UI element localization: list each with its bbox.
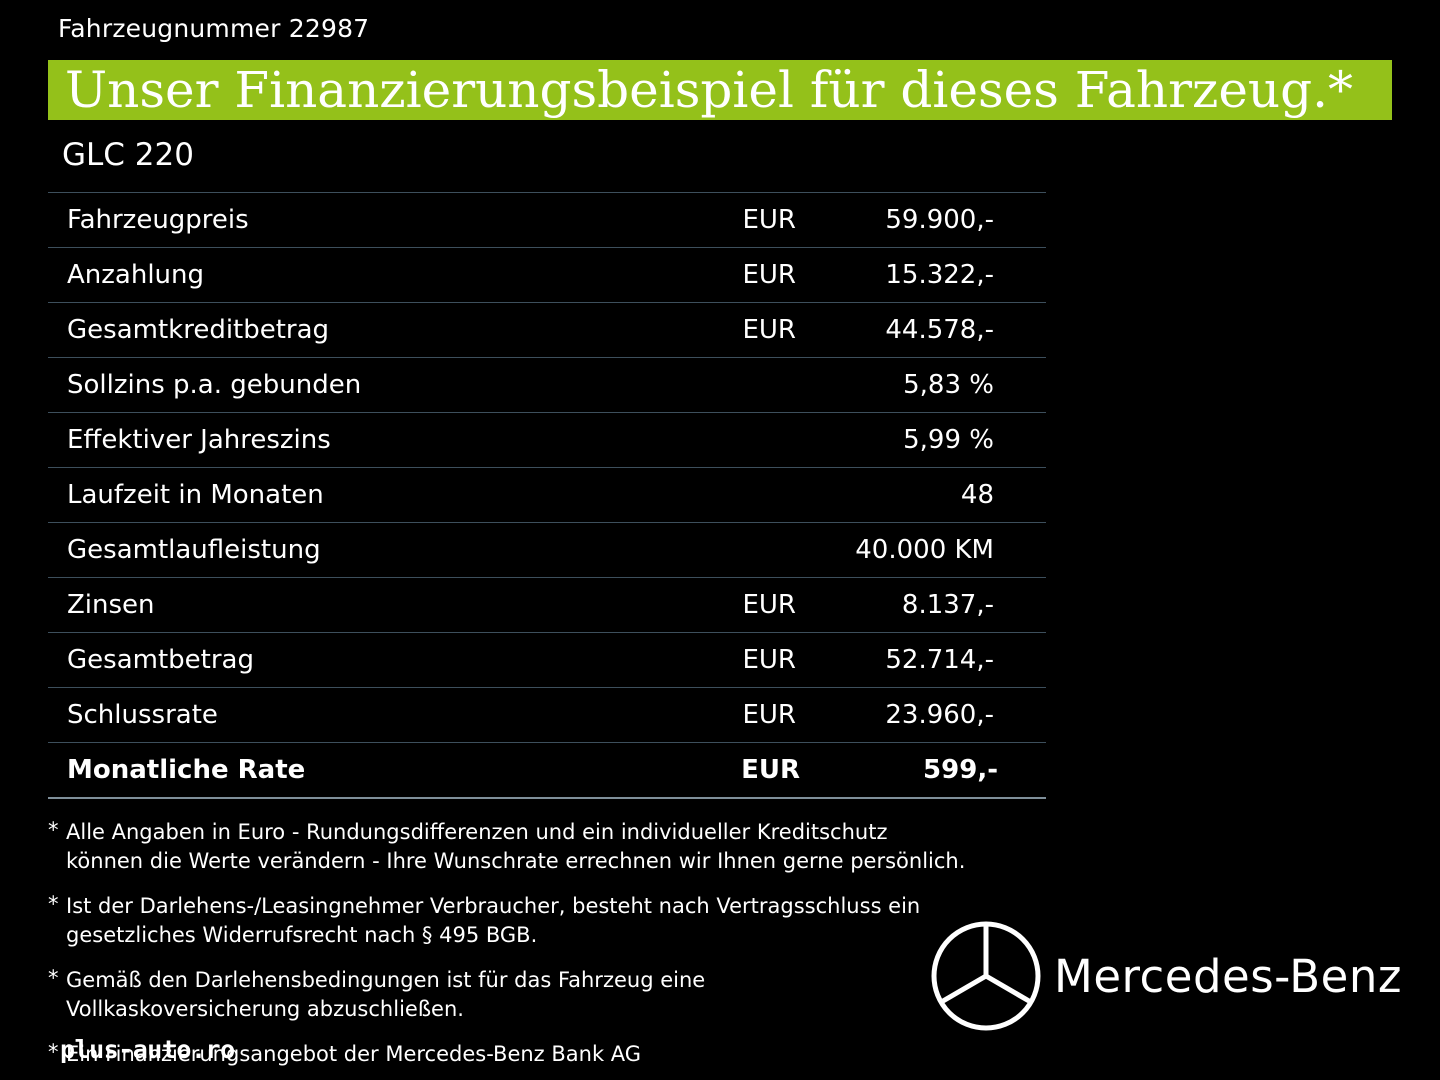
footnote-line-2: können die Werte verändern - Ihre Wunsch…: [66, 848, 966, 873]
footnote-line-2: gesetzliches Widerrufsrecht nach § 495 B…: [66, 922, 538, 947]
row-value: 5,83 %: [903, 370, 994, 400]
footnote-marker: *: [48, 818, 59, 842]
table-row: Zinsen EUR 8.137,-: [48, 578, 1046, 633]
row-value: 48: [960, 480, 994, 510]
row-label: Fahrzeugpreis: [67, 205, 249, 235]
table-row: Fahrzeugpreis EUR 59.900,-: [48, 192, 1046, 248]
financing-table: Fahrzeugpreis EUR 59.900,- Anzahlung EUR…: [48, 192, 1046, 799]
row-value: 599,-: [923, 755, 998, 785]
watermark: plus-auto.ro: [60, 1035, 235, 1064]
footnote-item: * Ein Finanzierungsangebot der Mercedes-…: [48, 1040, 1028, 1069]
row-label: Anzahlung: [67, 260, 205, 290]
row-value: 59.900,-: [885, 205, 994, 235]
table-row: Gesamtkreditbetrag EUR 44.578,-: [48, 303, 1046, 358]
row-value: 44.578,-: [885, 315, 994, 345]
row-label: Schlussrate: [67, 700, 218, 730]
row-value: 40.000 KM: [855, 535, 994, 565]
row-currency: EUR: [742, 315, 796, 345]
table-row: Laufzeit in Monaten 48: [48, 468, 1046, 523]
footnotes: * Alle Angaben in Euro - Rundungsdiffere…: [48, 818, 1028, 1069]
footnote-marker: *: [48, 965, 59, 990]
headline-banner: Unser Finanzierungsbeispiel für dieses F…: [48, 60, 1392, 120]
footnote-item: * Gemäß den Darlehensbedingungen ist für…: [48, 966, 1028, 1024]
table-row: Anzahlung EUR 15.322,-: [48, 248, 1046, 303]
row-value: 52.714,-: [885, 645, 994, 675]
brand-logo: Mercedes-Benz: [930, 920, 1402, 1032]
footnote-marker: *: [48, 891, 59, 916]
footnote-line-2: Vollkaskoversicherung abzuschließen.: [66, 996, 464, 1021]
row-label: Sollzins p.a. gebunden: [67, 370, 362, 400]
row-currency: EUR: [742, 260, 796, 290]
row-currency: EUR: [742, 645, 796, 675]
footnote-text: Ein Finanzierungsangebot der Mercedes-Be…: [66, 1040, 641, 1069]
footnote-line-1: Ist der Darlehens-/Leasingnehmer Verbrau…: [66, 893, 921, 918]
row-value: 5,99 %: [903, 425, 994, 455]
row-label: Gesamtkreditbetrag: [67, 315, 330, 345]
row-currency: EUR: [742, 700, 796, 730]
table-row: Sollzins p.a. gebunden 5,83 %: [48, 358, 1046, 413]
footnote-line-1: Gemäß den Darlehensbedingungen ist für d…: [66, 967, 706, 992]
model-name: GLC 220: [62, 137, 194, 173]
table-row: Gesamtbetrag EUR 52.714,-: [48, 633, 1046, 688]
row-value: 23.960,-: [885, 700, 994, 730]
footnote-text: Ist der Darlehens-/Leasingnehmer Verbrau…: [66, 892, 920, 950]
row-label: Gesamtlaufleistung: [67, 535, 321, 565]
footnote-item: * Alle Angaben in Euro - Rundungsdiffere…: [48, 818, 1028, 876]
row-currency: EUR: [742, 590, 796, 620]
row-label: Gesamtbetrag: [67, 645, 254, 675]
footnote-text: Gemäß den Darlehensbedingungen ist für d…: [66, 966, 705, 1024]
table-row: Effektiver Jahreszins 5,99 %: [48, 413, 1046, 468]
row-label: Monatliche Rate: [67, 755, 306, 785]
footnote-line-1: Alle Angaben in Euro - Rundungsdifferenz…: [66, 820, 888, 844]
row-value: 15.322,-: [885, 260, 994, 290]
row-label: Zinsen: [67, 590, 155, 620]
row-value: 8.137,-: [901, 590, 994, 620]
footnote-line-1: Ein Finanzierungsangebot der Mercedes-Be…: [66, 1041, 642, 1066]
table-row: Schlussrate EUR 23.960,-: [48, 688, 1046, 743]
headline-text: Unser Finanzierungsbeispiel für dieses F…: [65, 61, 1354, 119]
row-label: Effektiver Jahreszins: [67, 425, 331, 455]
mercedes-star-icon: [930, 920, 1042, 1032]
vehicle-number: Fahrzeugnummer 22987: [58, 14, 370, 43]
brand-wordmark: Mercedes-Benz: [1054, 949, 1402, 1003]
row-currency: EUR: [741, 755, 800, 785]
footnote-item: * Ist der Darlehens-/Leasingnehmer Verbr…: [48, 892, 1028, 950]
table-row: Gesamtlaufleistung 40.000 KM: [48, 523, 1046, 578]
table-row-monthly-rate: Monatliche Rate EUR 599,-: [48, 743, 1046, 799]
footnote-marker: *: [48, 1039, 59, 1064]
row-currency: EUR: [742, 205, 796, 235]
footnote-text: Alle Angaben in Euro - Rundungsdifferenz…: [66, 818, 965, 876]
row-label: Laufzeit in Monaten: [67, 480, 324, 510]
